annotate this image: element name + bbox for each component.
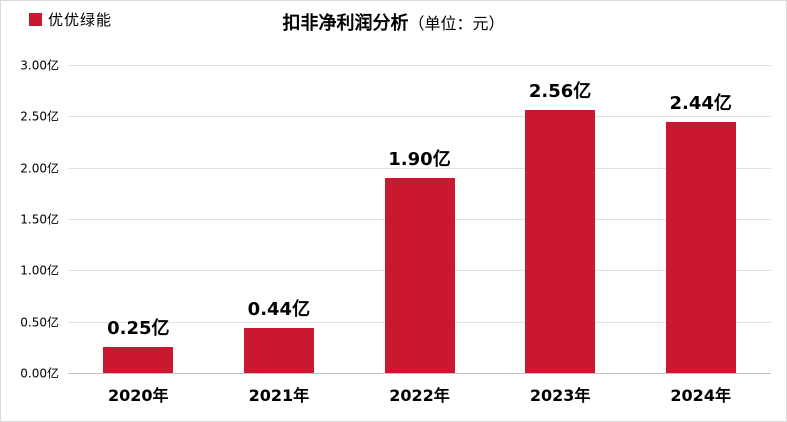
bar xyxy=(525,110,596,373)
bar-value-label: 1.90亿 xyxy=(388,149,451,170)
chart-title: 扣非净利润分析（单位：元） xyxy=(1,9,786,35)
y-axis-tick-label: 2.50亿 xyxy=(20,109,59,124)
bar-value-label: 2.44亿 xyxy=(669,93,732,114)
x-axis-label: 2021年 xyxy=(248,386,310,405)
y-axis-tick-label: 0.00亿 xyxy=(20,366,59,381)
chart-title-unit: （单位：元） xyxy=(408,14,505,33)
x-axis-label: 2023年 xyxy=(529,386,591,405)
y-axis-tick-label: 1.00亿 xyxy=(20,263,59,278)
x-axis-label: 2022年 xyxy=(389,386,450,405)
bar-value-label: 0.25亿 xyxy=(107,318,170,339)
bar-group: 0.25亿 xyxy=(103,314,174,373)
y-axis-tick-label: 3.00亿 xyxy=(20,58,59,73)
y-axis-tick-label: 2.00亿 xyxy=(20,161,59,176)
bar xyxy=(665,122,736,373)
bar-group: 1.90亿 xyxy=(384,145,455,373)
x-axis-label: 2024年 xyxy=(670,386,731,405)
y-axis-tick-label: 1.50亿 xyxy=(20,212,59,227)
legend-marker-icon xyxy=(29,13,42,26)
legend: 优优绿能 xyxy=(29,9,112,30)
gridline xyxy=(68,65,771,66)
bar xyxy=(384,178,455,373)
plot-area: 3.00亿 2.50亿 2.00亿 1.50亿 1.00亿 0.50亿 0.00亿 0.25… xyxy=(20,59,771,405)
gridline xyxy=(68,116,771,118)
gridline xyxy=(68,167,771,169)
bar-value-label: 0.44亿 xyxy=(247,299,311,320)
bar-group: 2.56亿 xyxy=(525,77,596,373)
legend-label: 优优绿能 xyxy=(48,11,113,29)
y-axis-tick-label: 0.50亿 xyxy=(20,315,59,330)
bar-group: 0.44亿 xyxy=(243,295,314,373)
bar xyxy=(243,328,314,373)
x-axis-line xyxy=(68,373,771,374)
bar-value-label: 2.56亿 xyxy=(528,81,592,102)
bar xyxy=(103,347,174,373)
x-axis-label: 2020年 xyxy=(108,386,169,405)
bar-group: 2.44亿 xyxy=(665,89,736,373)
chart-title-main: 扣非净利润分析 xyxy=(282,13,409,34)
